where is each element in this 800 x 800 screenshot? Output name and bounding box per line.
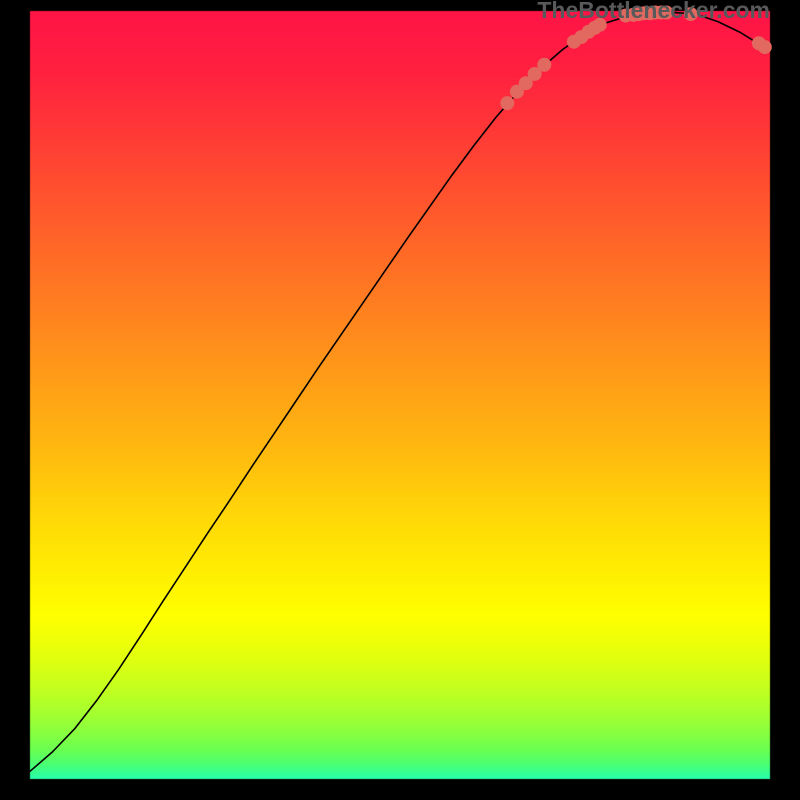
gradient-plot-area	[0, 0, 800, 800]
